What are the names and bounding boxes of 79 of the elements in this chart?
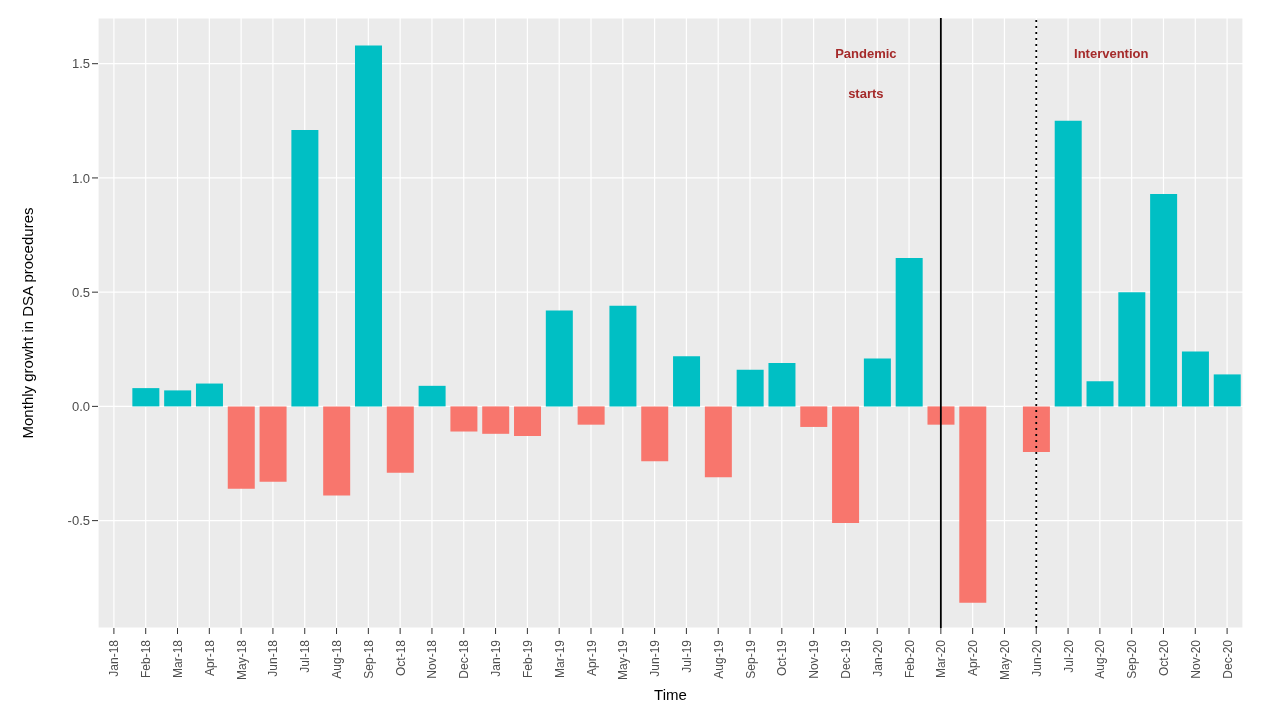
y-tick-label: -0.5: [67, 513, 90, 529]
ref-line-label: Intervention: [1074, 46, 1149, 61]
x-tick-label: Jul-20: [1061, 639, 1076, 673]
bar: [1181, 351, 1209, 407]
x-tick-label: Apr-19: [584, 639, 599, 677]
bar: [482, 406, 510, 434]
x-tick-label: Jun-19: [648, 639, 663, 677]
x-tick-label: May-20: [997, 639, 1012, 681]
x-tick-label: Sep-18: [361, 639, 376, 679]
x-tick-label: Oct-20: [1157, 639, 1172, 677]
x-tick-label: Aug-19: [711, 639, 726, 679]
x-tick-label: Sep-19: [743, 639, 758, 679]
bar: [704, 406, 732, 478]
x-tick-label: Dec-19: [838, 639, 853, 679]
x-tick-label: Mar-19: [552, 639, 567, 679]
x-tick-label: Mar-18: [171, 639, 186, 679]
x-tick-label: Dec-18: [457, 639, 472, 679]
x-tick-label: Nov-20: [1188, 639, 1203, 679]
x-tick-label: Aug-18: [330, 639, 345, 679]
x-tick-label: Jan-20: [870, 639, 885, 677]
bar: [1150, 193, 1178, 407]
bar: [736, 369, 764, 407]
bar: [1086, 381, 1114, 407]
y-tick-label: 0.5: [71, 284, 90, 300]
bar: [609, 305, 637, 407]
x-tick-label: Feb-20: [902, 639, 917, 679]
x-tick-label: Jun-18: [266, 639, 281, 677]
bar: [800, 406, 828, 427]
bar: [164, 390, 192, 407]
bar: [832, 406, 860, 523]
x-tick-label: Oct-19: [775, 639, 790, 677]
bar: [386, 406, 414, 473]
text: Pandemic starts: [835, 46, 897, 101]
x-tick-label: Sep-20: [1125, 639, 1140, 679]
x-tick-label: Apr-18: [202, 639, 217, 677]
x-tick-label: Feb-18: [139, 639, 154, 679]
bar: [418, 385, 446, 407]
bar: [1054, 120, 1082, 407]
x-tick-label: Jul-19: [679, 639, 694, 673]
y-tick-label: 0.0: [71, 399, 90, 414]
bar: [1213, 374, 1241, 407]
bar: [1118, 292, 1146, 407]
y-tick-label: 1.0: [71, 170, 90, 186]
x-tick-label: Jun-20: [1029, 639, 1044, 677]
x-tick-label: Apr-20: [966, 639, 981, 677]
bar: [895, 257, 923, 407]
x-tick-label: Feb-19: [520, 639, 535, 679]
y-axis-title: Monthly growht in DSA procedures: [19, 207, 37, 439]
bar: [545, 310, 573, 407]
x-tick-label: Dec-20: [1220, 639, 1235, 679]
bar: [673, 356, 701, 407]
x-tick-label: Mar-20: [934, 639, 949, 679]
x-tick-label: Jan-18: [107, 639, 122, 677]
bar: [195, 383, 223, 407]
bar: [259, 406, 287, 482]
bar: [768, 362, 796, 407]
bar: [641, 406, 669, 462]
y-tick-label: 1.5: [71, 56, 90, 72]
bar: [450, 406, 478, 432]
bar: [577, 406, 605, 425]
bar: [959, 406, 987, 603]
x-tick-label: Jul-18: [298, 639, 313, 673]
bar: [1022, 406, 1050, 453]
x-tick-label: Aug-20: [1093, 639, 1108, 679]
bar: [323, 406, 351, 496]
x-tick-label: May-19: [616, 639, 631, 681]
x-tick-label: Nov-18: [425, 639, 440, 679]
x-axis-title: Time: [654, 686, 687, 703]
bar: [354, 45, 382, 407]
bar: [863, 358, 891, 407]
bar: [291, 129, 319, 407]
bar: [227, 406, 255, 489]
x-tick-label: Nov-19: [807, 639, 822, 679]
bar: [132, 388, 160, 407]
bar: [514, 406, 542, 437]
x-tick-label: May-18: [234, 639, 249, 681]
x-tick-label: Jan-19: [489, 639, 504, 677]
x-tick-label: Oct-18: [393, 639, 408, 677]
bar: [927, 406, 955, 425]
